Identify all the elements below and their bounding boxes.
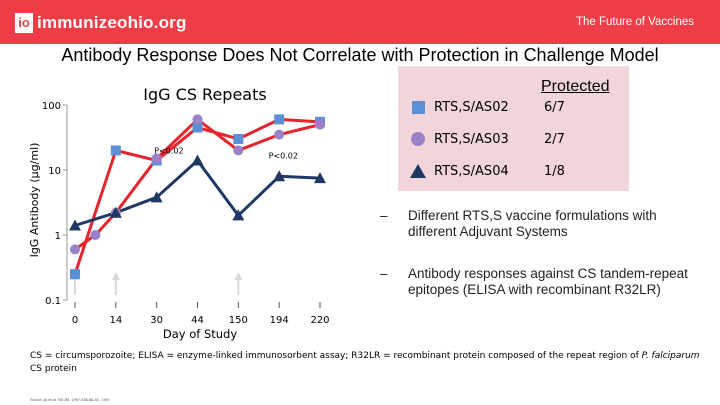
- data-point-circle: [315, 119, 325, 130]
- y-tick-label: 0.1: [45, 296, 61, 307]
- legend-panel: [398, 66, 629, 191]
- bullet-antibody-responses: – Antibody responses against CS tandem-r…: [380, 266, 688, 297]
- data-point-circle: [151, 153, 162, 164]
- legend-item-name: RTS,S/AS03: [434, 131, 509, 147]
- x-tick-label: 0: [72, 315, 78, 326]
- legend-item-as04: RTS,S/AS04 1/8: [410, 159, 584, 183]
- dose-arrow-head-icon: [111, 272, 120, 280]
- x-axis-title: Day of Study: [163, 327, 238, 341]
- y-axis-title: IgG Antibody (µg/ml): [28, 143, 41, 258]
- data-point-triangle: [232, 209, 245, 221]
- legend-item-name: RTS,S/AS02: [434, 99, 509, 115]
- citation: Stoute JA et al. NEJM. 1997;336:86-91, 1…: [30, 397, 111, 402]
- data-point-square: [233, 133, 244, 144]
- data-point-circle: [192, 114, 203, 125]
- x-tick-label: 220: [310, 315, 329, 326]
- logo-mark-icon: io: [15, 13, 33, 33]
- data-point-circle: [70, 244, 80, 255]
- x-tick-label: 14: [109, 315, 122, 326]
- legend-item-name: RTS,S/AS04: [434, 163, 509, 179]
- y-tick-label: 1: [55, 231, 61, 242]
- y-tick-label: 10: [48, 166, 61, 177]
- p-value-annotation: P<0.02: [154, 146, 183, 155]
- data-point-triangle: [273, 170, 286, 182]
- header-tagline: The Future of Vaccines: [575, 16, 694, 28]
- data-point-triangle: [109, 206, 122, 218]
- series-line-0: [73, 117, 321, 275]
- x-tick-label: 194: [270, 315, 289, 326]
- data-point-triangle: [314, 172, 326, 184]
- y-tick-label: 100: [42, 101, 61, 112]
- legend-item-as03: RTS,S/AS03 2/7: [410, 127, 584, 151]
- site-logo[interactable]: io immunizeohio.org: [15, 12, 187, 34]
- data-point-square: [70, 269, 80, 280]
- logo-text: immunizeohio.org: [37, 13, 187, 32]
- x-tick-label: 150: [229, 315, 248, 326]
- triangle-icon: [410, 163, 426, 179]
- data-point-square: [110, 145, 121, 156]
- x-tick-label: 30: [150, 315, 163, 326]
- circle-icon: [410, 131, 426, 147]
- legend-item-protected: 2/7: [544, 131, 565, 147]
- data-point-triangle: [191, 154, 204, 166]
- data-point-square: [274, 114, 285, 125]
- data-point-circle: [274, 129, 285, 140]
- dose-arrow-head-icon: [234, 272, 243, 280]
- legend-item-protected: 6/7: [544, 99, 565, 115]
- footnote: CS = circumsporozoite; ELISA = enzyme-li…: [30, 351, 700, 374]
- data-point-circle: [233, 145, 244, 156]
- header-bar: io immunizeohio.org The Future of Vaccin…: [0, 0, 720, 44]
- data-point-triangle: [150, 191, 163, 203]
- series-line-1: [74, 117, 321, 251]
- data-point-circle: [90, 230, 101, 240]
- bullet-formulations: – Different RTS,S vaccine formulations w…: [380, 208, 657, 239]
- slide-title: Antibody Response Does Not Correlate wit…: [61, 45, 659, 65]
- data-point-triangle: [69, 219, 81, 231]
- legend-item-as02: RTS,S/AS02 6/7: [410, 95, 584, 119]
- legend-item-protected: 1/8: [544, 163, 565, 179]
- square-icon: [410, 99, 426, 115]
- x-tick-label: 44: [191, 315, 204, 326]
- data-point-square: [192, 122, 203, 133]
- chart-title: IgG CS Repeats: [143, 85, 266, 104]
- p-value-annotation: P<0.02: [269, 152, 298, 161]
- legend-heading: Protected: [541, 78, 610, 95]
